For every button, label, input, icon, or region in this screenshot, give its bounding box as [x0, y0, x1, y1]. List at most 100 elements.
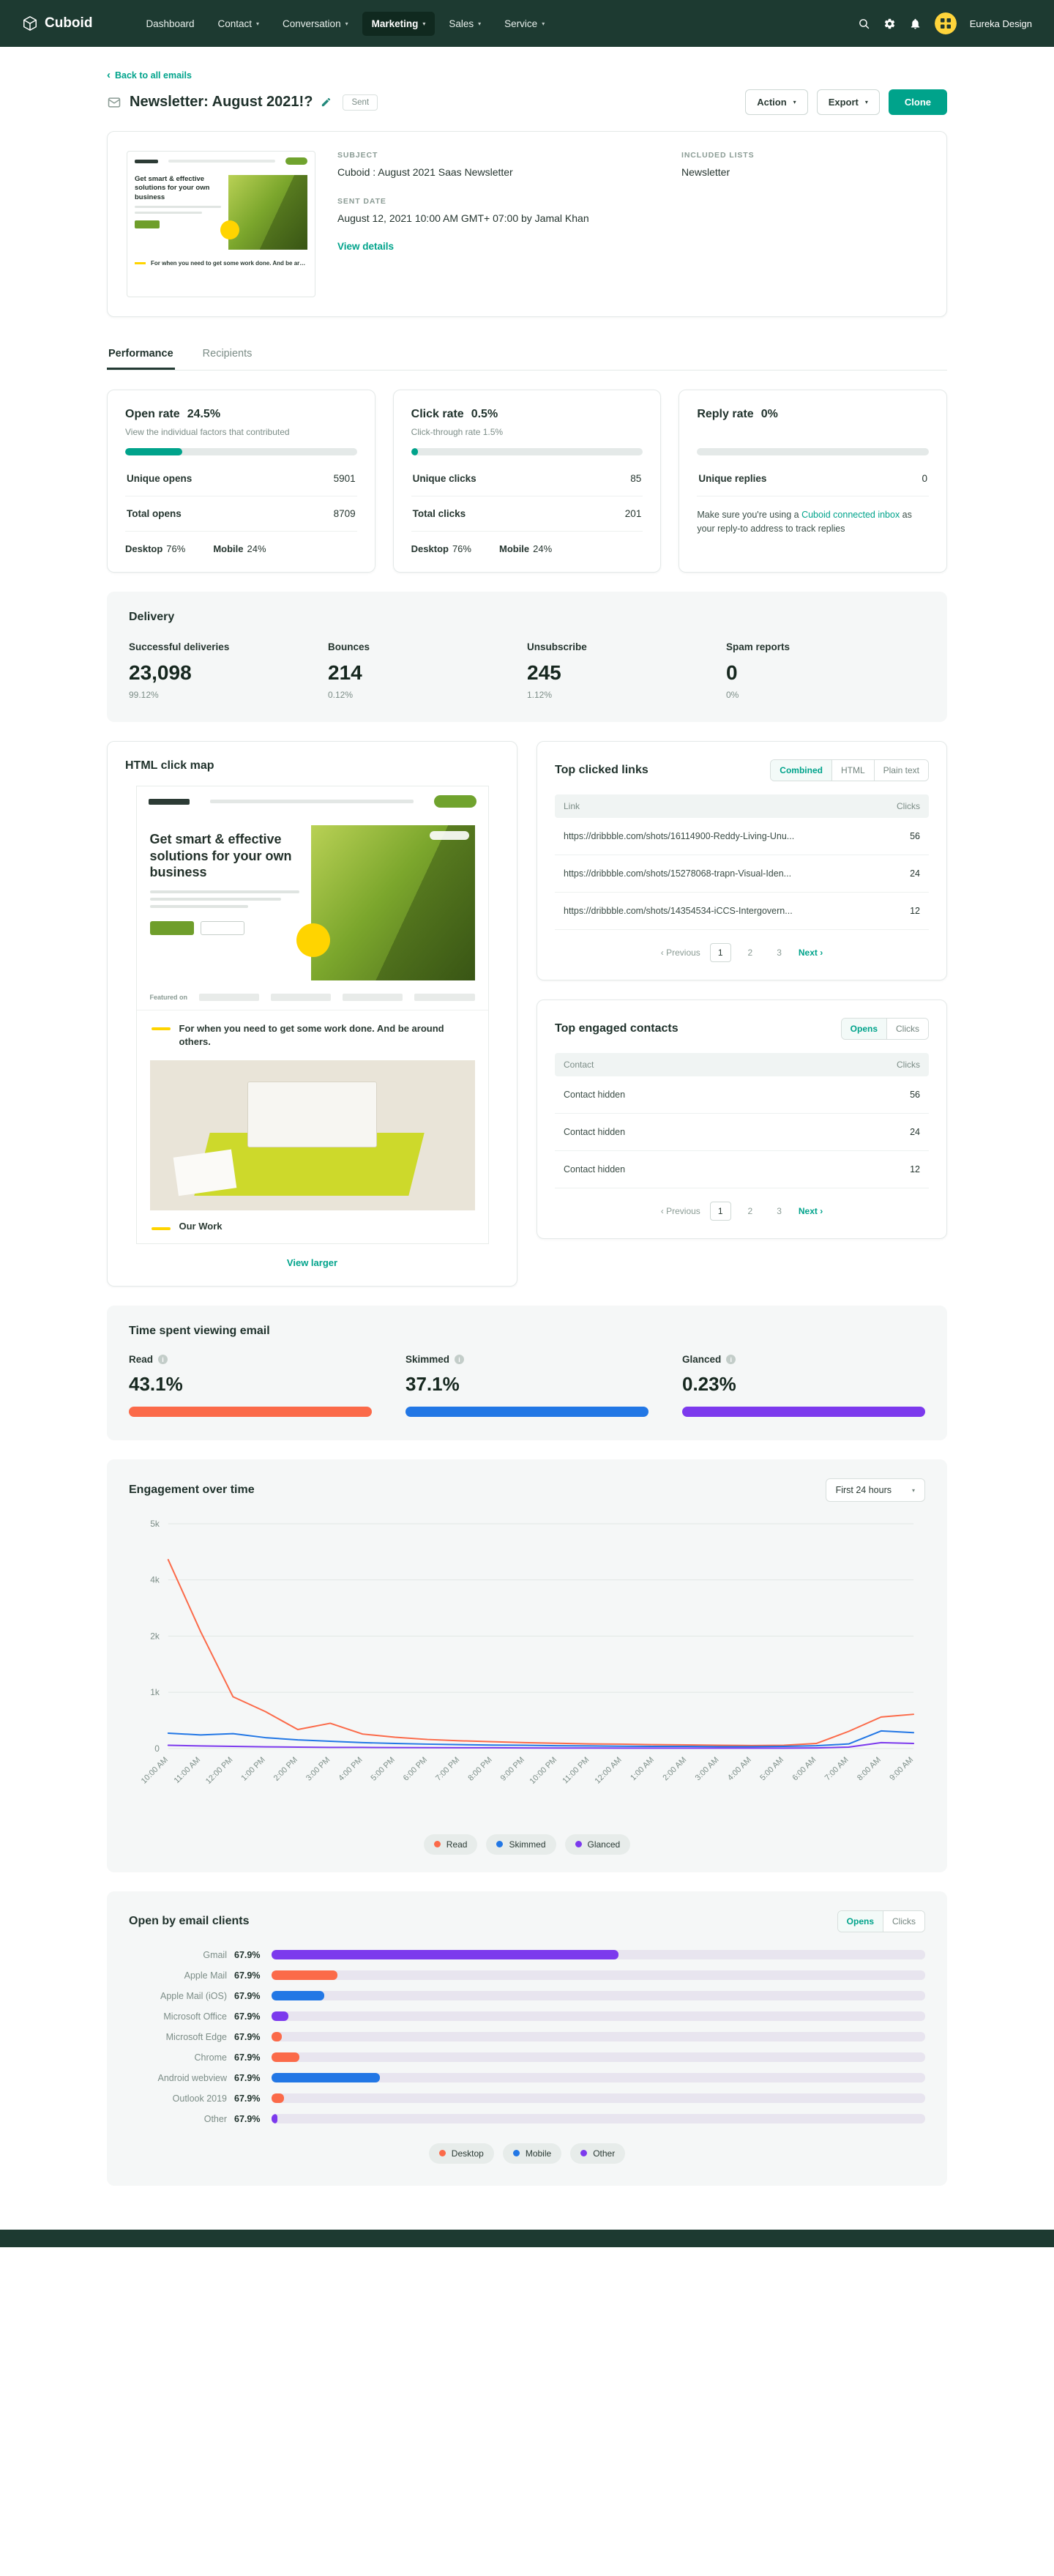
edit-pencil-icon[interactable]: [321, 97, 332, 108]
brand-name: Cuboid: [45, 15, 93, 31]
email-clients-title: Open by email clients: [129, 1914, 250, 1927]
chevron-down-icon: ▾: [864, 99, 868, 105]
nav-item-marketing[interactable]: Marketing ▾: [362, 11, 436, 36]
client-bar-track: [272, 2011, 925, 2022]
svg-text:4:00 AM: 4:00 AM: [726, 1756, 753, 1783]
pagination-page-3[interactable]: 3: [777, 1206, 782, 1216]
clicked-link-row[interactable]: https://dribbble.com/shots/14354534-iCCS…: [555, 893, 929, 930]
settings-gear-icon[interactable]: [883, 18, 896, 30]
click-map-image[interactable]: Get smart & effective solutions for your…: [135, 786, 489, 1245]
clicked-link-row[interactable]: https://dribbble.com/shots/16114900-Redd…: [555, 818, 929, 855]
engaged-contact-row[interactable]: Contact hidden 24: [555, 1114, 929, 1151]
pagination-previous[interactable]: ‹ Previous: [660, 948, 700, 958]
pagination-page-2[interactable]: 2: [747, 1206, 753, 1216]
svg-text:11:00 PM: 11:00 PM: [561, 1756, 591, 1786]
pagination-next[interactable]: Next ›: [798, 948, 823, 958]
contacts-pagination: ‹ Previous 1 2 3 Next ›: [555, 1202, 929, 1221]
nav-item-service[interactable]: Service ▾: [504, 18, 545, 29]
legend-mobile[interactable]: Mobile: [502, 2143, 562, 2164]
svg-text:0: 0: [154, 1743, 160, 1754]
table-header: Link Clicks: [555, 794, 929, 818]
tab-performance[interactable]: Performance: [107, 339, 175, 370]
search-icon[interactable]: [858, 18, 870, 30]
action-button[interactable]: Action ▾: [745, 89, 808, 115]
clients-legend: Desktop Mobile Other: [129, 2143, 925, 2164]
newsletter-cta: [149, 920, 194, 935]
toggle-clicks[interactable]: Clicks: [883, 1910, 924, 1932]
view-larger-link[interactable]: View larger: [286, 1257, 338, 1269]
export-button[interactable]: Export ▾: [816, 89, 880, 115]
svg-text:12:00 PM: 12:00 PM: [204, 1756, 235, 1787]
delivery-stat-spam-reports: Spam reports 0 0%: [726, 641, 790, 700]
nav-item-sales[interactable]: Sales ▾: [449, 18, 482, 29]
back-link[interactable]: ‹ Back to all emails: [107, 69, 192, 81]
toggle-opens[interactable]: Opens: [837, 1910, 883, 1932]
client-bar-fill: [272, 1991, 324, 2001]
email-clients-card: Open by email clients Opens Clicks Gmail 6…: [107, 1891, 947, 2186]
email-client-row-apple-mail-ios: Apple Mail (iOS) 67.9%: [129, 1991, 925, 2001]
legend-other[interactable]: Other: [570, 2143, 626, 2164]
connected-inbox-link[interactable]: Cuboid connected inbox: [801, 510, 900, 520]
info-icon: i: [158, 1355, 168, 1365]
links-pagination: ‹ Previous 1 2 3 Next ›: [555, 943, 929, 962]
engaged-contact-row[interactable]: Contact hidden 12: [555, 1151, 929, 1188]
pagination-page-2[interactable]: 2: [747, 948, 753, 958]
toggle-clicks[interactable]: Clicks: [886, 1019, 928, 1039]
engaged-contact-row[interactable]: Contact hidden 56: [555, 1076, 929, 1114]
info-icon: i: [455, 1355, 465, 1365]
toggle-combined[interactable]: Combined: [771, 760, 831, 781]
delivery-card: Delivery Successful deliveries 23,098 99.1…: [107, 592, 947, 722]
notifications-bell-icon[interactable]: [909, 18, 922, 30]
view-details-link[interactable]: View details: [337, 240, 395, 252]
account-name[interactable]: Eureka Design: [969, 18, 1032, 29]
email-thumbnail[interactable]: Get smart & effective solutions for your…: [127, 151, 315, 297]
client-bar-track: [272, 2073, 925, 2083]
legend-desktop[interactable]: Desktop: [428, 2143, 494, 2164]
svg-text:3:00 PM: 3:00 PM: [304, 1756, 332, 1783]
time-spent-glanced: Glanced i 0.23%: [682, 1354, 925, 1418]
chevron-down-icon: ▾: [542, 20, 545, 27]
legend-read[interactable]: Read: [423, 1834, 478, 1855]
time-range-select[interactable]: First 24 hours ▾: [825, 1478, 925, 1503]
reply-rate-progress: [697, 448, 929, 455]
nav-item-conversation[interactable]: Conversation ▾: [283, 18, 348, 29]
brand[interactable]: Cuboid: [22, 15, 92, 31]
pagination-page-3[interactable]: 3: [777, 948, 782, 958]
envelope-icon: [107, 95, 122, 110]
chevron-down-icon: ▾: [256, 20, 260, 27]
client-bar-fill: [272, 1950, 618, 1960]
toggle-opens[interactable]: Opens: [841, 1019, 886, 1039]
client-bar-track: [272, 1991, 925, 2001]
top-engaged-contacts-card: Top engaged contacts Opens Clicks Contact…: [537, 999, 947, 1239]
legend-dot-icon: [496, 1841, 504, 1848]
engagement-line-chart: 5k 4k 2k 1k 0 10:00 AM 11:00 AM 12:00 PM 1:00 PM…: [140, 1519, 915, 1787]
tab-recipients[interactable]: Recipients: [202, 348, 253, 360]
email-client-row-other: Other 67.9%: [129, 2114, 925, 2124]
delivery-stat-unsubscribe: Unsubscribe 245 1.12%: [527, 641, 587, 700]
email-client-row-gmail: Gmail 67.9%: [129, 1950, 925, 1960]
reply-note: Make sure you're using a Cuboid connecte…: [697, 510, 912, 535]
nav-item-contact[interactable]: Contact ▾: [217, 18, 260, 29]
toggle-plain-text[interactable]: Plain text: [873, 760, 928, 781]
svg-text:7:00 AM: 7:00 AM: [823, 1756, 851, 1783]
pagination-page-1[interactable]: 1: [709, 943, 731, 962]
pagination-previous[interactable]: ‹ Previous: [660, 1206, 700, 1216]
pagination-next[interactable]: Next ›: [798, 1206, 823, 1216]
legend-dot-icon: [580, 2150, 588, 2157]
nav-item-dashboard[interactable]: Dashboard: [146, 18, 195, 29]
account-avatar[interactable]: [934, 12, 957, 34]
svg-text:2:00 AM: 2:00 AM: [661, 1756, 688, 1783]
clicked-link-row[interactable]: https://dribbble.com/shots/15278068-trap…: [555, 855, 929, 893]
delivery-title: Delivery: [129, 611, 175, 623]
svg-text:8:00 AM: 8:00 AM: [856, 1756, 883, 1783]
toggle-html[interactable]: HTML: [831, 760, 874, 781]
top-clicked-links-card: Top clicked links Combined HTML Plain text…: [537, 741, 947, 980]
open-rate-card: Open rate 24.5% View the individual facto…: [107, 390, 375, 573]
legend-skimmed[interactable]: Skimmed: [486, 1834, 556, 1855]
stat-row: Unique replies 0: [697, 461, 929, 496]
legend-glanced[interactable]: Glanced: [564, 1834, 631, 1855]
email-client-row-outlook-2019: Outlook 2019 67.9%: [129, 2093, 925, 2104]
pagination-page-1[interactable]: 1: [709, 1202, 731, 1221]
clone-button[interactable]: Clone: [888, 89, 947, 115]
page-header: ‹ Back to all emails Newsletter: August 2…: [107, 47, 947, 371]
